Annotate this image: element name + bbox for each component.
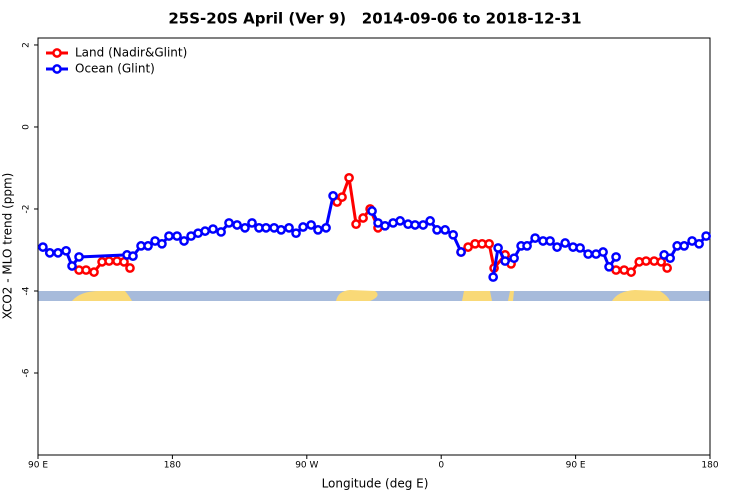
data-point: [509, 253, 519, 264]
data-point: [276, 225, 286, 235]
data-point: [641, 256, 651, 266]
land-mask: [38, 290, 710, 301]
data-point: [125, 263, 135, 273]
data-point: [208, 224, 218, 234]
data-point: [530, 233, 540, 243]
data-point: [179, 236, 189, 246]
data-point: [337, 192, 347, 202]
data-point: [456, 247, 466, 257]
data-point: [560, 238, 570, 248]
y-tick-label: -6: [22, 368, 32, 377]
x-tick-label: 180: [164, 461, 181, 471]
data-point: [488, 272, 499, 282]
data-point: [665, 253, 675, 264]
x-tick-label: 90 E: [28, 461, 48, 471]
data-point: [418, 220, 428, 230]
data-point: [440, 225, 450, 235]
data-point: [261, 222, 271, 233]
x-tick-label: 90 W: [295, 461, 318, 471]
data-point: [128, 251, 138, 261]
mask-land: [462, 291, 492, 301]
data-point: [395, 216, 405, 226]
data-point: [313, 225, 323, 235]
data-point: [500, 256, 510, 266]
mask-land: [72, 291, 132, 301]
data-point: [694, 238, 704, 249]
data-point: [367, 206, 377, 216]
data-point: [410, 220, 420, 230]
y-tick-label: 2: [22, 42, 32, 48]
data-point: [358, 213, 368, 223]
data-point: [164, 231, 174, 241]
legend-label: Land (Nadir&Glint): [75, 46, 187, 60]
data-point: [200, 226, 210, 236]
data-point: [701, 231, 711, 241]
data-point: [351, 219, 361, 230]
data-point: [679, 241, 690, 251]
data-point: [81, 265, 91, 275]
series-line: [79, 177, 669, 274]
data-point: [321, 222, 331, 233]
legend-marker: [52, 48, 62, 58]
x-tick-label: 180: [701, 461, 718, 471]
data-point: [284, 222, 294, 233]
y-tick-label: -2: [22, 204, 32, 213]
data-point: [575, 243, 585, 253]
data-point: [104, 256, 114, 266]
data-point: [604, 261, 614, 272]
mask-land: [508, 291, 514, 301]
data-point: [74, 252, 84, 262]
data-point: [626, 267, 637, 277]
data-point: [67, 261, 77, 271]
x-tick-label: 90 E: [566, 461, 586, 471]
data-point: [448, 229, 458, 240]
legend-marker: [52, 64, 62, 74]
data-point: [89, 267, 99, 277]
data-point: [306, 220, 316, 230]
data-point: [432, 225, 442, 235]
data-point: [53, 248, 63, 258]
data-point: [484, 238, 494, 249]
data-point: [291, 228, 301, 239]
legend-label: Ocean (Glint): [75, 62, 155, 76]
y-axis-label: XCO2 - MLO trend (ppm): [1, 173, 15, 320]
data-point: [493, 243, 503, 253]
data-point: [216, 227, 226, 237]
data-point: [545, 236, 555, 246]
data-point: [247, 218, 257, 228]
plot-frame: [37, 37, 711, 456]
data-point: [38, 242, 48, 252]
data-point: [522, 241, 532, 251]
data-point: [662, 263, 672, 273]
data-point: [61, 245, 71, 256]
data-point: [44, 248, 55, 258]
data-point: [425, 216, 435, 226]
data-point: [598, 247, 608, 257]
data-point: [380, 220, 390, 231]
data-point: [344, 172, 354, 183]
data-point: [232, 220, 242, 230]
data-point: [224, 218, 234, 228]
mask-land: [612, 290, 670, 301]
y-tick-label: -4: [22, 286, 32, 295]
data-point: [328, 191, 338, 201]
y-tick-label: 0: [22, 124, 32, 130]
mask-land: [336, 290, 378, 301]
x-tick-label: 0: [438, 461, 444, 471]
data-point: [240, 222, 250, 233]
data-point: [172, 231, 182, 241]
data-point: [552, 242, 562, 252]
data-point: [298, 222, 308, 232]
data-point: [143, 241, 153, 251]
data-point: [611, 252, 621, 262]
data-point: [157, 238, 167, 249]
x-axis-label: Longitude (deg E): [322, 477, 429, 491]
chart-title: 25S-20S April (Ver 9) 2014-09-06 to 2018…: [168, 10, 581, 28]
data-point: [583, 249, 593, 259]
